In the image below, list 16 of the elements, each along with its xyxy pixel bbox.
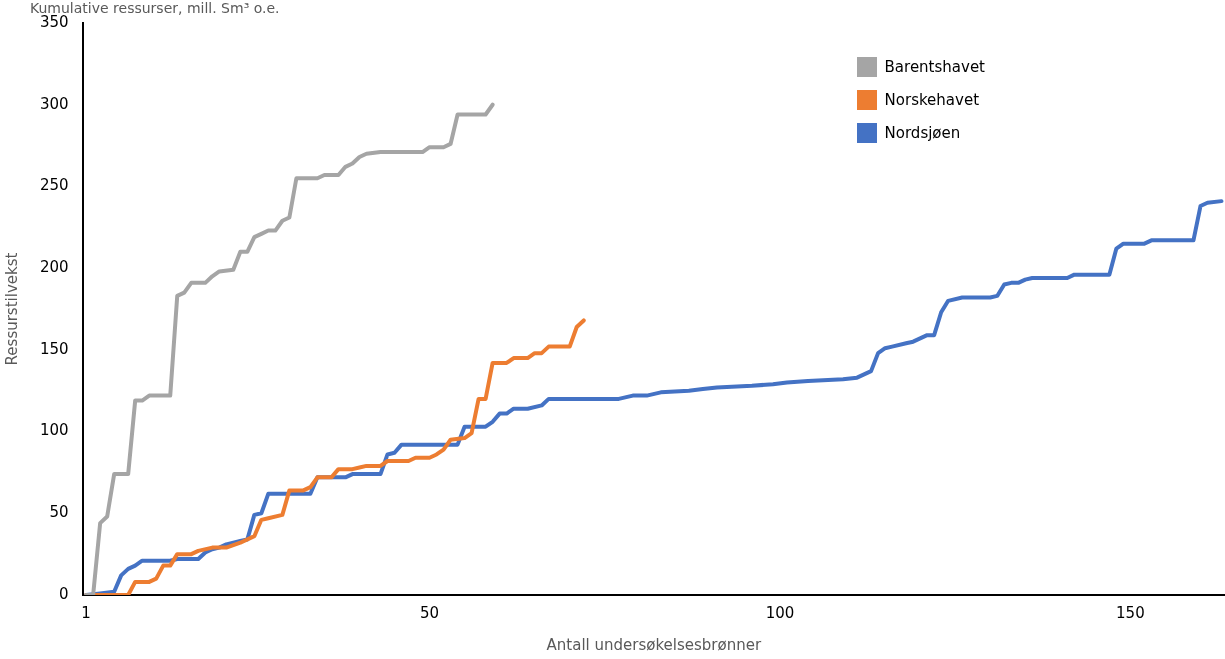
legend-label: Barentshavet [884,57,985,76]
x-tick-label: 150 [1116,603,1145,622]
x-tick-label: 50 [420,603,440,622]
y-tick-label: 100 [39,421,69,440]
x-axis-title: Antall undersøkelsesbrønner [546,635,762,654]
y-tick-label: 250 [39,176,69,195]
y-tick-label: 0 [59,584,69,603]
y-axis-title: Ressurstilvekst [2,252,21,366]
x-tick-label: 100 [765,603,795,622]
y-tick-label: 300 [39,94,69,113]
legend-label: Norskehavet [884,90,980,109]
y-tick-label: 50 [49,503,69,522]
y-tick-label: 150 [39,339,69,358]
legend-label: Nordsjøen [884,123,961,142]
y-tick-label: 200 [39,258,69,277]
x-tick-label: 1 [81,603,91,622]
